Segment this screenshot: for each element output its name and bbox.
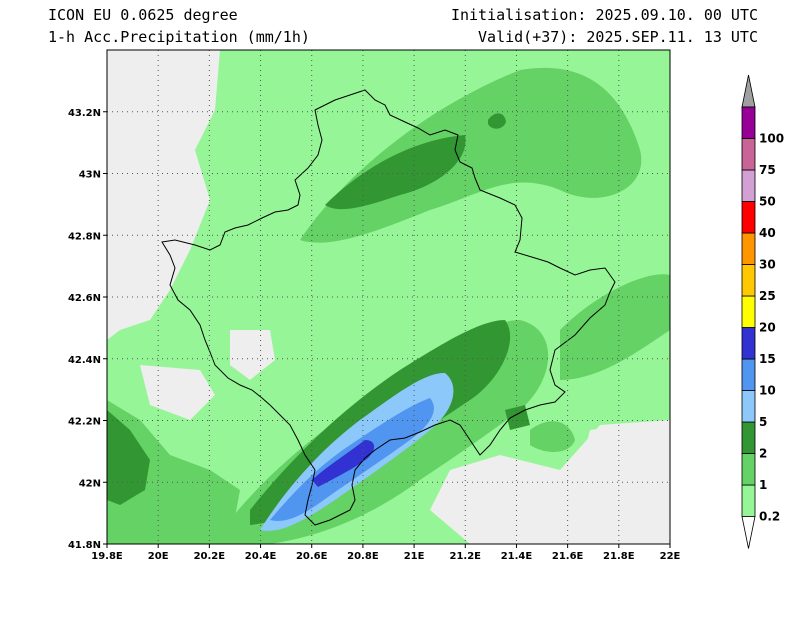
lon-tick-label: 20E [148, 551, 169, 562]
dry-patch-sw [140, 365, 215, 420]
country-border [161, 89, 616, 526]
lat-tick-label: 43N [79, 170, 101, 181]
dry-patch-west [107, 50, 220, 340]
lon-tick-label: 21.6E [552, 551, 584, 562]
colorbar-segment [741, 390, 756, 423]
precip-core-darkblue [312, 440, 375, 487]
lon-tick-label: 21E [404, 551, 425, 562]
lat-tick-label: 42.4N [68, 355, 101, 366]
axis-ticks: 19.8E 20E 20.2E 20.4E 20.6E 20.8E 21E 21.2E 21.4… [68, 108, 681, 562]
colorbar-label: 25 [759, 289, 776, 303]
model-title: ICON EU 0.0625 degree [48, 6, 238, 24]
colorbar-label: 15 [759, 352, 776, 366]
colorbar-segment [741, 201, 756, 234]
colorbar-min-arrow [741, 516, 756, 549]
init-time: Initialisation: 2025.09.10. 00 UTC [450, 6, 758, 24]
lon-tick-label: 19.8E [91, 551, 123, 562]
lon-tick-label: 20.6E [296, 551, 328, 562]
colorbar-label: 50 [759, 195, 776, 209]
precip-band-medium-east [560, 274, 670, 380]
lon-tick-label: 22E [660, 551, 681, 562]
valid-time: Valid(+37): 2025.SEP.11. 13 UTC [478, 28, 758, 46]
colorbar-label: 100 [759, 132, 784, 146]
lat-tick-label: 41.8N [68, 540, 101, 551]
precip-band-dark-sw [107, 410, 150, 505]
colorbar-segment [741, 421, 756, 454]
field-title: 1-h Acc.Precipitation (mm/1h) [48, 28, 310, 46]
colorbar-label: 0.2 [759, 510, 780, 524]
colorbar-segment [741, 358, 756, 391]
precip-band-medium-sw [107, 400, 240, 544]
dry-patch-east [560, 420, 670, 544]
precip-field [107, 50, 670, 544]
colorbar-label: 5 [759, 415, 767, 429]
lon-tick-label: 21.2E [450, 551, 482, 562]
colorbar-segment [741, 484, 756, 517]
precip-band-dark-north [325, 135, 466, 210]
colorbar-label: 2 [759, 447, 767, 461]
colorbar-segment [741, 295, 756, 328]
lon-tick-label: 21.4E [501, 551, 533, 562]
colorbar-segment [741, 138, 756, 171]
colorbar-segment [741, 232, 756, 265]
lat-tick-label: 42.2N [68, 417, 101, 428]
precip-spot-dark-se [505, 405, 530, 430]
colorbar-label: 40 [759, 226, 776, 240]
colorbar-label: 1 [759, 478, 767, 492]
colorbar-segment [741, 169, 756, 202]
lon-tick-label: 21.8E [603, 551, 635, 562]
colorbar-segment [741, 264, 756, 297]
precip-spot-dark [488, 113, 506, 129]
lon-tick-label: 20.4E [245, 551, 277, 562]
colorbar-label: 10 [759, 384, 776, 398]
lon-tick-label: 20.2E [194, 551, 226, 562]
colorbar-label: 75 [759, 163, 776, 177]
colorbar-segment [741, 453, 756, 486]
colorbar-segment [741, 106, 756, 139]
lat-tick-label: 42.6N [68, 293, 101, 304]
dry-patch-centre [230, 330, 275, 380]
colorbar-max-arrow [741, 74, 756, 108]
lat-tick-label: 42.8N [68, 231, 101, 242]
colorbar-label: 30 [759, 258, 776, 272]
colorbar-label: 20 [759, 321, 776, 335]
lat-tick-label: 43.2N [68, 108, 101, 119]
precip-spot-medium [530, 421, 575, 452]
colorbar-segment [741, 327, 756, 360]
lat-tick-label: 42N [79, 478, 101, 489]
lon-tick-label: 20.8E [347, 551, 379, 562]
